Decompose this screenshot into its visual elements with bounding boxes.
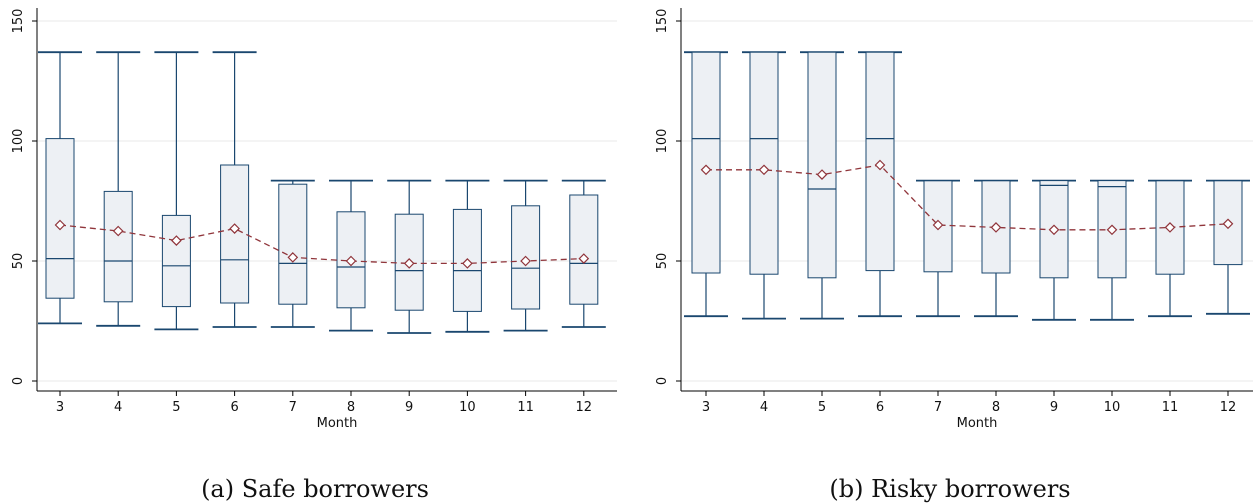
safe-mean-line bbox=[59, 224, 584, 265]
risky-mean-marker-9 bbox=[1048, 224, 1060, 236]
safe-box-5 bbox=[161, 214, 191, 308]
risky-xtick-label-6: 6 bbox=[876, 400, 884, 415]
safe-x-axis-title: Month bbox=[317, 416, 358, 431]
safe-mean-marker-4 bbox=[112, 225, 124, 237]
risky-mean-marker-5 bbox=[816, 169, 828, 180]
risky-box-3 bbox=[691, 51, 721, 274]
risky-xtick-label-10: 10 bbox=[1104, 400, 1121, 415]
risky-mean-marker-4 bbox=[758, 164, 770, 176]
safe-mean-marker-3 bbox=[54, 219, 66, 231]
safe-xtick-label-8: 8 bbox=[347, 400, 355, 415]
safe-xtick-label-11: 11 bbox=[517, 400, 534, 415]
risky-xtick-label-11: 11 bbox=[1162, 400, 1179, 415]
risky-mean-marker-6 bbox=[874, 159, 886, 171]
safe-mean-marker-8 bbox=[345, 255, 357, 267]
risky-x-axis-title: Month bbox=[957, 416, 998, 431]
safe-xtick-label-6: 6 bbox=[230, 400, 238, 415]
safe-mean-marker-10 bbox=[462, 258, 473, 269]
safe-box-4 bbox=[103, 190, 133, 303]
risky-xtick-label-5: 5 bbox=[818, 400, 826, 415]
risky-box-4 bbox=[749, 51, 779, 275]
safe-ytick-label-0: 0 bbox=[11, 377, 26, 385]
safe-mean-marker-6 bbox=[229, 223, 240, 234]
risky-ytick-label-0: 0 bbox=[655, 377, 670, 385]
caption-risky-borrowers: (b) Risky borrowers bbox=[829, 475, 1070, 503]
risky-xtick-label-7: 7 bbox=[934, 400, 942, 415]
safe-xtick-label-12: 12 bbox=[576, 400, 593, 415]
safe-xtick-label-10: 10 bbox=[459, 400, 476, 415]
safe-box-3 bbox=[45, 138, 75, 299]
safe-box-6 bbox=[220, 164, 250, 304]
safe-box-12 bbox=[569, 194, 599, 305]
risky-ytick-label-50: 50 bbox=[655, 253, 670, 270]
risky-xtick-label-12: 12 bbox=[1220, 400, 1237, 415]
safe-ytick-label-50: 50 bbox=[11, 253, 26, 270]
panel-safe-borrowers: 0 50 100 150 3 4 5 6 7 8 9 10 11 12 Month bbox=[11, 8, 617, 431]
risky-mean-marker-3 bbox=[700, 164, 712, 176]
risky-ytick-label-150: 150 bbox=[655, 9, 670, 34]
safe-mean-marker-9 bbox=[403, 258, 415, 269]
panel-risky-borrowers: 0 50 100 150 3 4 5 6 7 8 9 10 11 12 Month bbox=[655, 8, 1253, 431]
safe-xtick-label-3: 3 bbox=[56, 400, 64, 415]
safe-mean-marker-7 bbox=[287, 252, 299, 263]
risky-mean-marker-12 bbox=[1222, 218, 1234, 230]
safe-mean-marker-11 bbox=[520, 255, 531, 267]
safe-mean-marker-12 bbox=[578, 253, 590, 264]
risky-mean-marker-10 bbox=[1106, 224, 1118, 236]
risky-mean-marker-11 bbox=[1164, 222, 1176, 233]
risky-mean-marker-7 bbox=[932, 219, 944, 231]
safe-xtick-label-7: 7 bbox=[289, 400, 297, 415]
risky-xtick-label-9: 9 bbox=[1050, 400, 1058, 415]
caption-safe-borrowers: (a) Safe borrowers bbox=[201, 475, 429, 503]
safe-ytick-label-100: 100 bbox=[11, 129, 26, 154]
risky-ytick-label-100: 100 bbox=[655, 129, 670, 154]
risky-box-5 bbox=[807, 51, 837, 279]
risky-mean-marker-8 bbox=[990, 222, 1002, 233]
safe-mean-marker-5 bbox=[171, 235, 182, 246]
safe-ytick-label-150: 150 bbox=[11, 9, 26, 34]
safe-box-7 bbox=[278, 183, 308, 305]
risky-mean-line bbox=[706, 164, 1229, 231]
risky-xtick-label-3: 3 bbox=[702, 400, 710, 415]
risky-xtick-label-8: 8 bbox=[992, 400, 1000, 415]
safe-xtick-label-5: 5 bbox=[172, 400, 180, 415]
safe-xtick-label-4: 4 bbox=[114, 400, 122, 415]
risky-xtick-label-4: 4 bbox=[760, 400, 768, 415]
safe-xtick-label-9: 9 bbox=[405, 400, 413, 415]
